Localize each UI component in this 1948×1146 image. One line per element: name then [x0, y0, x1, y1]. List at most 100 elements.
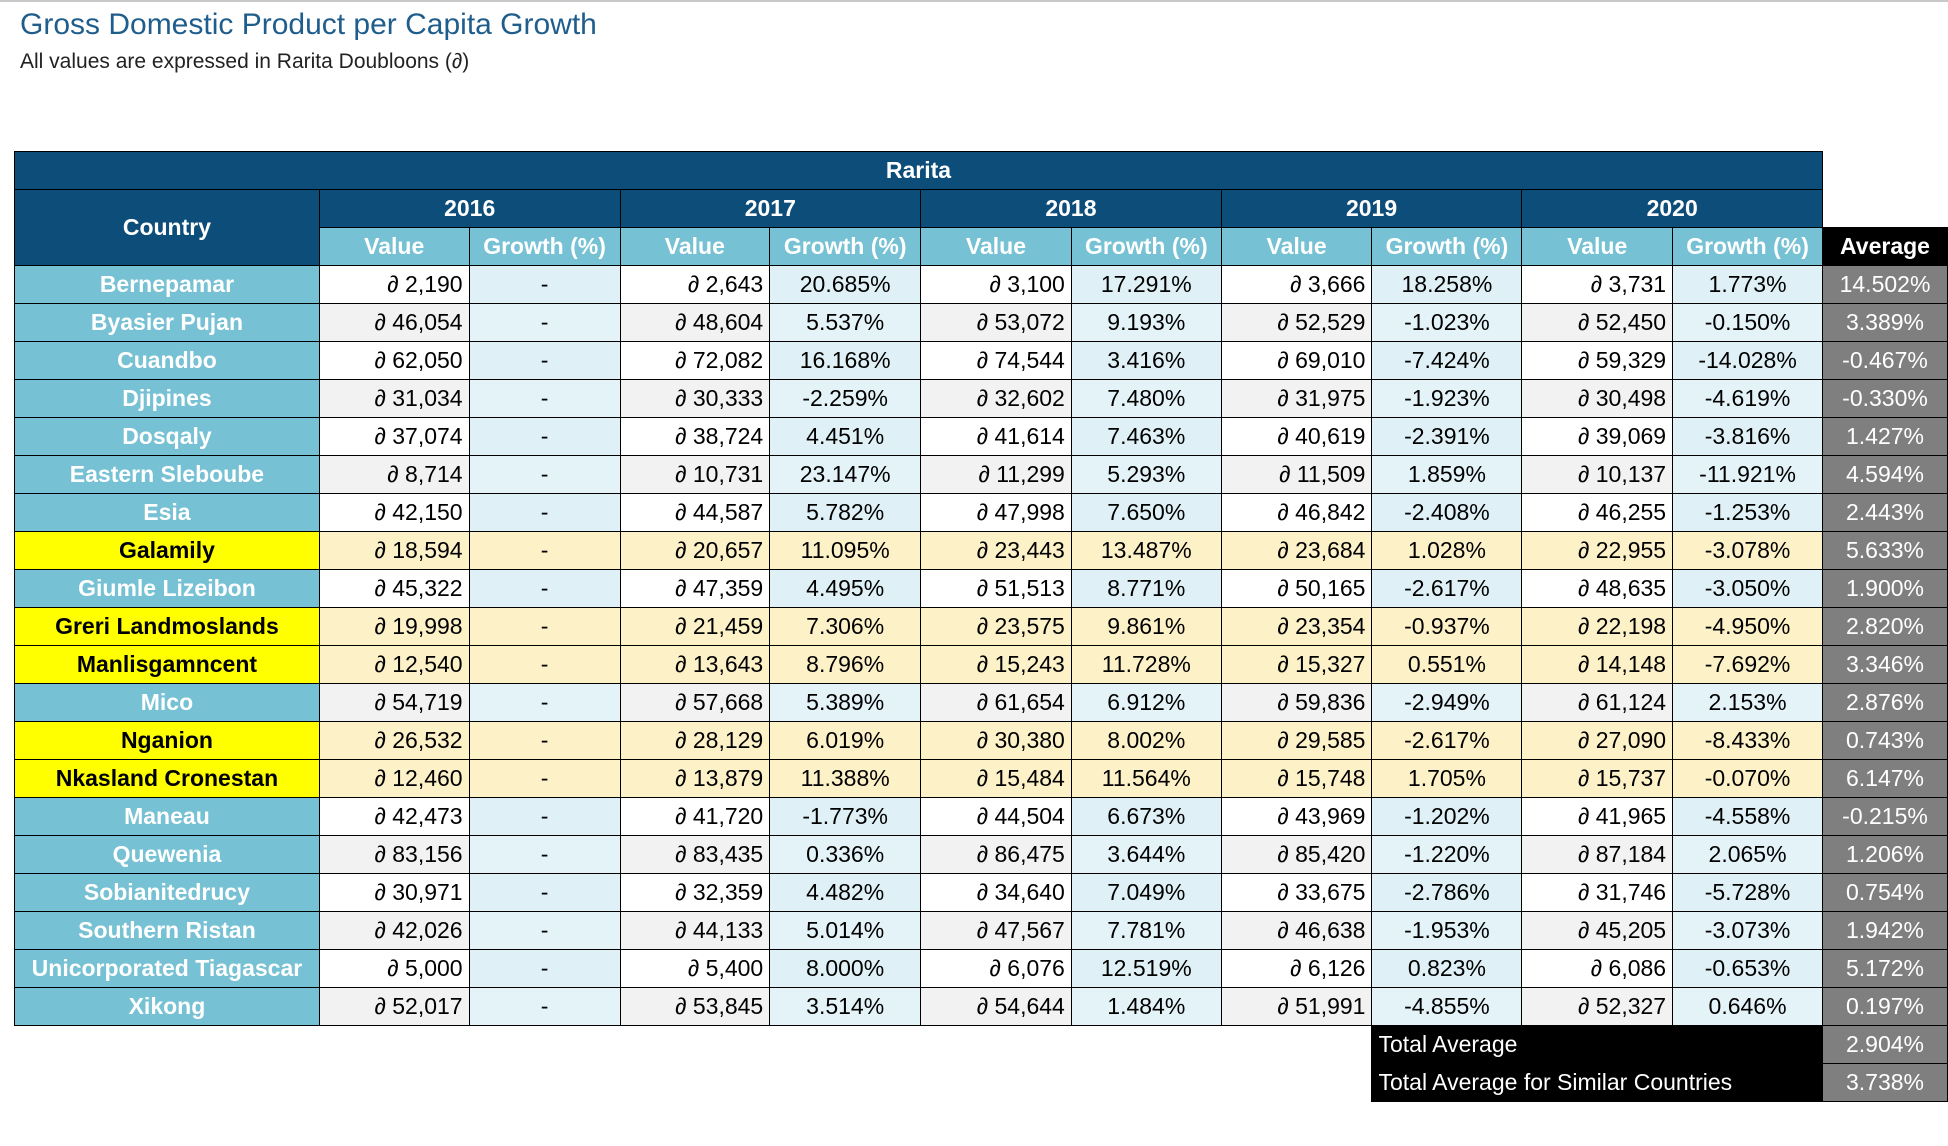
country-name-cell: Greri Landmoslands — [14, 607, 320, 646]
growth-cell: -2.617% — [1371, 569, 1523, 608]
growth-cell: -1.773% — [769, 797, 922, 836]
value-cell: ∂ 39,069 — [1521, 417, 1674, 456]
value-cell: ∂ 51,513 — [920, 569, 1072, 608]
value-cell: ∂ 86,475 — [920, 835, 1072, 874]
growth-cell: 2.153% — [1672, 683, 1823, 722]
value-cell: ∂ 8,714 — [318, 455, 470, 494]
country-name-cell: Quewenia — [14, 835, 320, 874]
table-row: Esia ∂ 42,150- ∂ 44,587 5.782% ∂ 47,998 7.650… — [14, 493, 1948, 532]
page-title: Gross Domestic Product per Capita Growth — [20, 8, 597, 41]
growth-cell: -2.259% — [769, 379, 922, 418]
growth-cell: - — [468, 455, 621, 494]
value-cell: ∂ 83,435 — [619, 835, 771, 874]
growth-cell: 1.484% — [1070, 987, 1222, 1026]
table-row: Byasier Pujan ∂ 46,054- ∂ 48,604 5.537% ∂ 53… — [14, 303, 1948, 342]
value-cell: ∂ 46,255 — [1521, 493, 1674, 532]
growth-cell: -4.855% — [1371, 987, 1523, 1026]
value-cell: ∂ 31,975 — [1220, 379, 1373, 418]
average-cell: 0.197% — [1822, 987, 1948, 1026]
value-cell: ∂ 38,724 — [619, 417, 771, 456]
growth-cell: -0.070% — [1672, 759, 1823, 798]
growth-cell: 8.000% — [769, 949, 922, 988]
growth-cell: 20.685% — [769, 265, 922, 304]
growth-header: Growth (%) — [1672, 227, 1823, 266]
value-cell: ∂ 5,000 — [318, 949, 470, 988]
country-name-cell: Byasier Pujan — [14, 303, 320, 342]
growth-cell: 23.147% — [769, 455, 922, 494]
value-cell: ∂ 3,666 — [1220, 265, 1373, 304]
growth-cell: 12.519% — [1070, 949, 1222, 988]
value-cell: ∂ 15,737 — [1521, 759, 1674, 798]
growth-cell: 11.564% — [1070, 759, 1222, 798]
country-name-cell: Nganion — [14, 721, 320, 760]
value-cell: ∂ 47,359 — [619, 569, 771, 608]
value-cell: ∂ 2,643 — [619, 265, 771, 304]
country-column-header: Country — [14, 189, 320, 266]
growth-cell: -1.202% — [1371, 797, 1523, 836]
total-value: 2.904% — [1822, 1025, 1948, 1064]
growth-cell: 6.912% — [1070, 683, 1222, 722]
value-cell: ∂ 51,991 — [1220, 987, 1373, 1026]
value-cell: ∂ 59,329 — [1521, 341, 1674, 380]
blank-cell — [1823, 190, 1948, 228]
growth-cell: -3.073% — [1672, 911, 1823, 950]
growth-cell: -0.937% — [1371, 607, 1523, 646]
table-row: Djipines ∂ 31,034- ∂ 30,333 -2.259% ∂ 32,602… — [14, 379, 1948, 418]
value-cell: ∂ 12,540 — [318, 645, 470, 684]
value-cell: ∂ 31,034 — [318, 379, 470, 418]
value-cell: ∂ 74,544 — [920, 341, 1072, 380]
value-cell: ∂ 32,359 — [619, 873, 771, 912]
value-cell: ∂ 53,845 — [619, 987, 771, 1026]
growth-header: Growth (%) — [468, 227, 621, 266]
year-header-2016: 2016 — [318, 189, 621, 228]
average-cell: 14.502% — [1822, 265, 1948, 304]
value-cell: ∂ 11,299 — [920, 455, 1072, 494]
value-cell: ∂ 44,587 — [619, 493, 771, 532]
value-cell: ∂ 31,746 — [1521, 873, 1674, 912]
value-cell: ∂ 62,050 — [318, 341, 470, 380]
growth-cell: 5.537% — [769, 303, 922, 342]
country-name-cell: Manlisgamncent — [14, 645, 320, 684]
value-cell: ∂ 52,450 — [1521, 303, 1674, 342]
total-row: Total Average for Similar Countries 3.738… — [15, 1063, 1948, 1102]
growth-cell: -3.050% — [1672, 569, 1823, 608]
value-cell: ∂ 22,198 — [1521, 607, 1674, 646]
average-cell: -0.215% — [1822, 797, 1948, 836]
growth-cell: 4.451% — [769, 417, 922, 456]
value-cell: ∂ 3,731 — [1521, 265, 1674, 304]
value-cell: ∂ 23,354 — [1220, 607, 1373, 646]
value-cell: ∂ 10,731 — [619, 455, 771, 494]
value-cell: ∂ 19,998 — [318, 607, 470, 646]
growth-cell: 13.487% — [1070, 531, 1222, 570]
value-cell: ∂ 33,675 — [1220, 873, 1373, 912]
country-name-cell: Eastern Sleboube — [14, 455, 320, 494]
value-cell: ∂ 32,602 — [920, 379, 1072, 418]
growth-cell: - — [468, 341, 621, 380]
average-cell: 0.743% — [1822, 721, 1948, 760]
average-cell: -0.330% — [1822, 379, 1948, 418]
table-row: Galamily ∂ 18,594- ∂ 20,657 11.095% ∂ 23,443… — [14, 531, 1948, 570]
value-cell: ∂ 10,137 — [1521, 455, 1674, 494]
growth-cell: - — [468, 911, 621, 950]
table-body: Rarita Country 2016 2017 2018 2019 2020 … — [14, 151, 1948, 1102]
growth-cell: 6.673% — [1070, 797, 1222, 836]
country-name-cell: Unicorporated Tiagascar — [14, 949, 320, 988]
value-cell: ∂ 15,484 — [920, 759, 1072, 798]
growth-cell: -2.408% — [1371, 493, 1523, 532]
growth-cell: 7.463% — [1070, 417, 1222, 456]
growth-cell: - — [468, 873, 621, 912]
growth-cell: -5.728% — [1672, 873, 1823, 912]
average-cell: 1.206% — [1822, 835, 1948, 874]
growth-cell: - — [468, 569, 621, 608]
value-cell: ∂ 87,184 — [1521, 835, 1674, 874]
growth-cell: 3.416% — [1070, 341, 1222, 380]
table-row: Giumle Lizeibon ∂ 45,322- ∂ 47,359 4.495% ∂ … — [14, 569, 1948, 608]
growth-cell: 11.095% — [769, 531, 922, 570]
growth-cell: - — [468, 797, 621, 836]
table-row: Eastern Sleboube ∂ 8,714- ∂ 10,731 23.147% ∂… — [14, 455, 1948, 494]
growth-header: Growth (%) — [769, 227, 922, 266]
average-cell: 2.876% — [1822, 683, 1948, 722]
value-cell: ∂ 3,100 — [920, 265, 1072, 304]
value-cell: ∂ 12,460 — [318, 759, 470, 798]
value-cell: ∂ 22,955 — [1521, 531, 1674, 570]
